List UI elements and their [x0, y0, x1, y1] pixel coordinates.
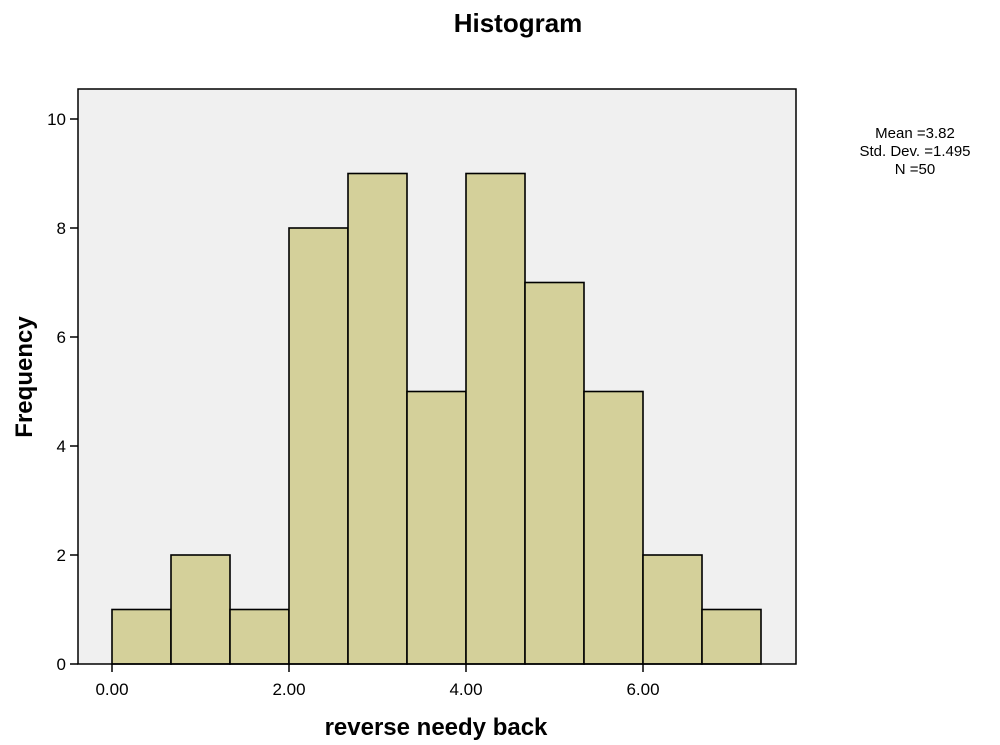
chart-title: Histogram	[454, 8, 583, 38]
stats-n: N =50	[895, 161, 935, 178]
histogram-bar	[406, 390, 467, 665]
histogram-bar	[111, 608, 172, 665]
stats-mean: Mean =3.82	[875, 125, 955, 142]
y-tick-label: 0	[57, 655, 66, 674]
histogram-bar	[288, 227, 349, 665]
histogram-bar	[701, 608, 762, 665]
bars-group	[111, 172, 762, 665]
histogram-bar	[229, 608, 290, 665]
stats-std-dev: Std. Dev. =1.495	[859, 143, 970, 160]
y-axis: 0 2 4 6 8 10	[47, 110, 78, 674]
x-axis: 0.00 2.00 4.00 6.00	[95, 664, 660, 699]
histogram-bar	[170, 554, 231, 665]
x-tick-label: 6.00	[626, 680, 659, 699]
y-tick-label: 2	[57, 546, 66, 565]
y-tick-label: 4	[57, 437, 66, 456]
histogram-bar	[524, 281, 585, 665]
plot-frame	[77, 88, 797, 665]
histogram-bar	[465, 172, 526, 665]
histogram-bar	[642, 554, 703, 665]
y-axis-title: Frequency	[11, 316, 38, 438]
histogram-bar	[583, 390, 644, 665]
x-tick-label: 4.00	[449, 680, 482, 699]
y-tick-label: 10	[47, 110, 66, 129]
stats-box: Mean =3.82 Std. Dev. =1.495 N =50	[859, 125, 970, 178]
x-tick-label: 2.00	[272, 680, 305, 699]
histogram-bar	[347, 172, 408, 665]
x-tick-label: 0.00	[95, 680, 128, 699]
x-axis-title: reverse needy back	[325, 714, 548, 741]
y-tick-label: 6	[57, 328, 66, 347]
y-tick-label: 8	[57, 219, 66, 238]
